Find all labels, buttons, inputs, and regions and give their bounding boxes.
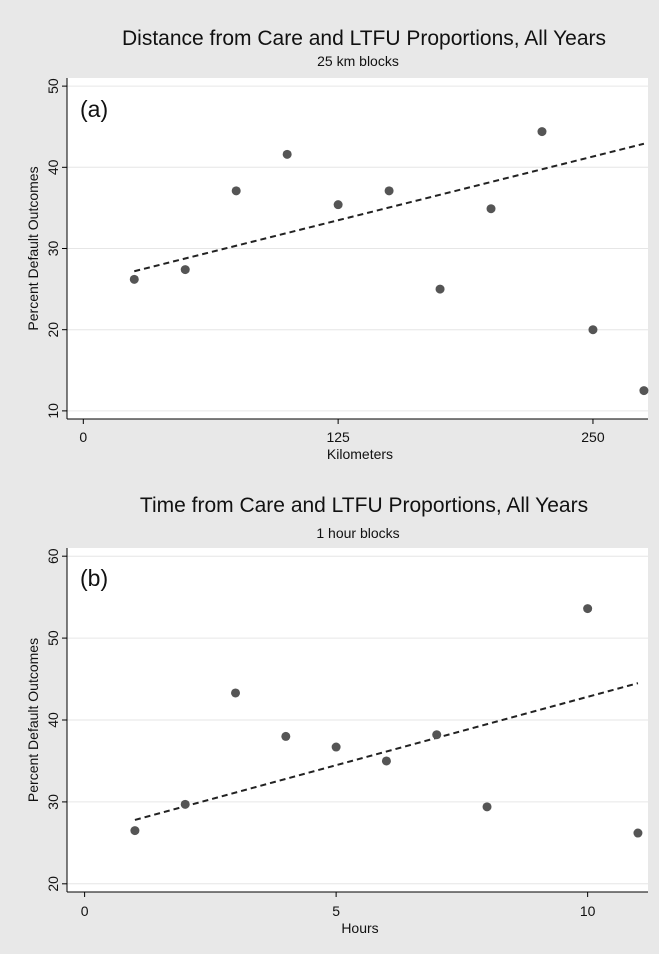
panel-label: (a) <box>80 96 108 122</box>
y-tick-label: 20 <box>45 322 61 338</box>
data-point <box>231 688 241 698</box>
data-point <box>633 828 643 838</box>
x-tick-label: 250 <box>581 429 605 445</box>
panel-a: Distance from Care and LTFU Proportions,… <box>25 27 649 462</box>
data-point <box>180 799 190 809</box>
data-point <box>482 802 492 812</box>
y-tick-label: 30 <box>45 794 61 810</box>
x-tick-label: 5 <box>332 903 340 919</box>
data-point <box>129 274 139 284</box>
panel-b: Time from Care and LTFU Proportions, All… <box>25 494 648 936</box>
data-point <box>384 186 394 196</box>
data-point <box>333 200 343 210</box>
y-tick-label: 40 <box>45 159 61 175</box>
y-tick-label: 60 <box>45 548 61 564</box>
data-point <box>282 149 292 159</box>
y-tick-label: 50 <box>45 78 61 94</box>
panel-label: (b) <box>80 565 108 591</box>
chart-title: Distance from Care and LTFU Proportions,… <box>122 27 606 50</box>
data-point <box>432 730 442 740</box>
fit-line <box>134 682 639 821</box>
y-tick-label: 30 <box>45 241 61 257</box>
data-point <box>639 386 649 396</box>
chart-subtitle: 1 hour blocks <box>316 525 399 541</box>
data-point <box>588 325 598 335</box>
y-tick-label: 20 <box>45 876 61 892</box>
x-tick-label: 0 <box>79 429 87 445</box>
y-axis-label: Percent Default Outcomes <box>25 638 41 802</box>
y-tick-label: 50 <box>45 630 61 646</box>
y-tick-label: 40 <box>45 712 61 728</box>
fit-line <box>134 142 645 273</box>
chart-subtitle: 25 km blocks <box>317 53 399 69</box>
x-tick-label: 0 <box>81 903 89 919</box>
data-point <box>130 826 140 836</box>
data-point <box>381 756 391 766</box>
data-point <box>281 731 291 741</box>
data-point <box>537 127 547 137</box>
data-point <box>486 204 496 214</box>
data-point <box>583 604 593 614</box>
chart-title: Time from Care and LTFU Proportions, All… <box>140 494 588 517</box>
x-tick-label: 10 <box>580 903 596 919</box>
x-axis-label: Hours <box>341 920 378 936</box>
y-tick-label: 10 <box>45 403 61 419</box>
data-point <box>435 284 445 294</box>
x-axis-label: Kilometers <box>327 446 393 462</box>
x-tick-label: 125 <box>326 429 350 445</box>
y-axis-label: Percent Default Outcomes <box>25 166 41 330</box>
data-point <box>180 265 190 275</box>
data-point <box>231 186 241 196</box>
data-point <box>331 742 341 752</box>
